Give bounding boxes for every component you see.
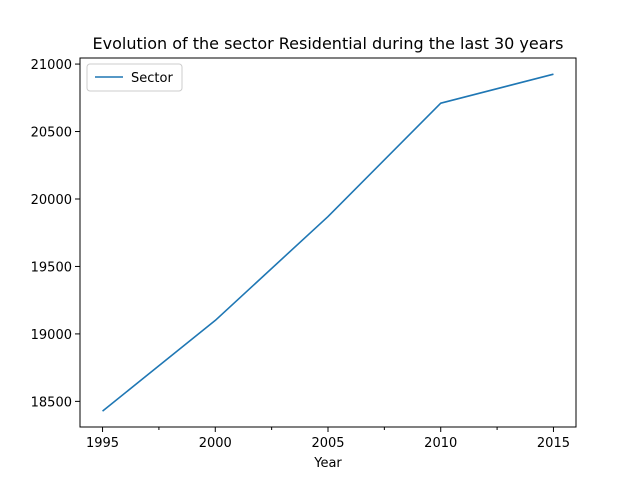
y-tick-label: 20000: [31, 193, 72, 208]
legend: Sector: [86, 63, 183, 92]
x-tick-label: 2015: [537, 436, 570, 451]
x-axis: 1995 2000 2005 2010 2015: [86, 427, 570, 451]
y-tick-label: 18500: [31, 395, 72, 410]
x-tick-label: 2005: [311, 436, 344, 451]
x-tick-label: 1995: [86, 436, 119, 451]
legend-box: [86, 63, 183, 92]
legend-label-sector: Sector: [131, 71, 173, 86]
y-tick-label: 21000: [31, 58, 72, 73]
x-tick-label: 2000: [199, 436, 232, 451]
y-tick-label: 19500: [31, 260, 72, 275]
y-tick-label: 20500: [31, 126, 72, 141]
y-axis: 18500 19000 19500 20000 20500 21000: [31, 58, 80, 410]
series-line-sector: [102, 73, 554, 412]
series-layer: [102, 73, 554, 412]
x-tick-label: 2010: [424, 436, 457, 451]
plot-area: [79, 57, 577, 428]
y-tick-label: 19000: [31, 328, 72, 343]
chart-title: Evolution of the sector Residential duri…: [93, 34, 564, 53]
x-axis-label: Year: [313, 456, 342, 471]
